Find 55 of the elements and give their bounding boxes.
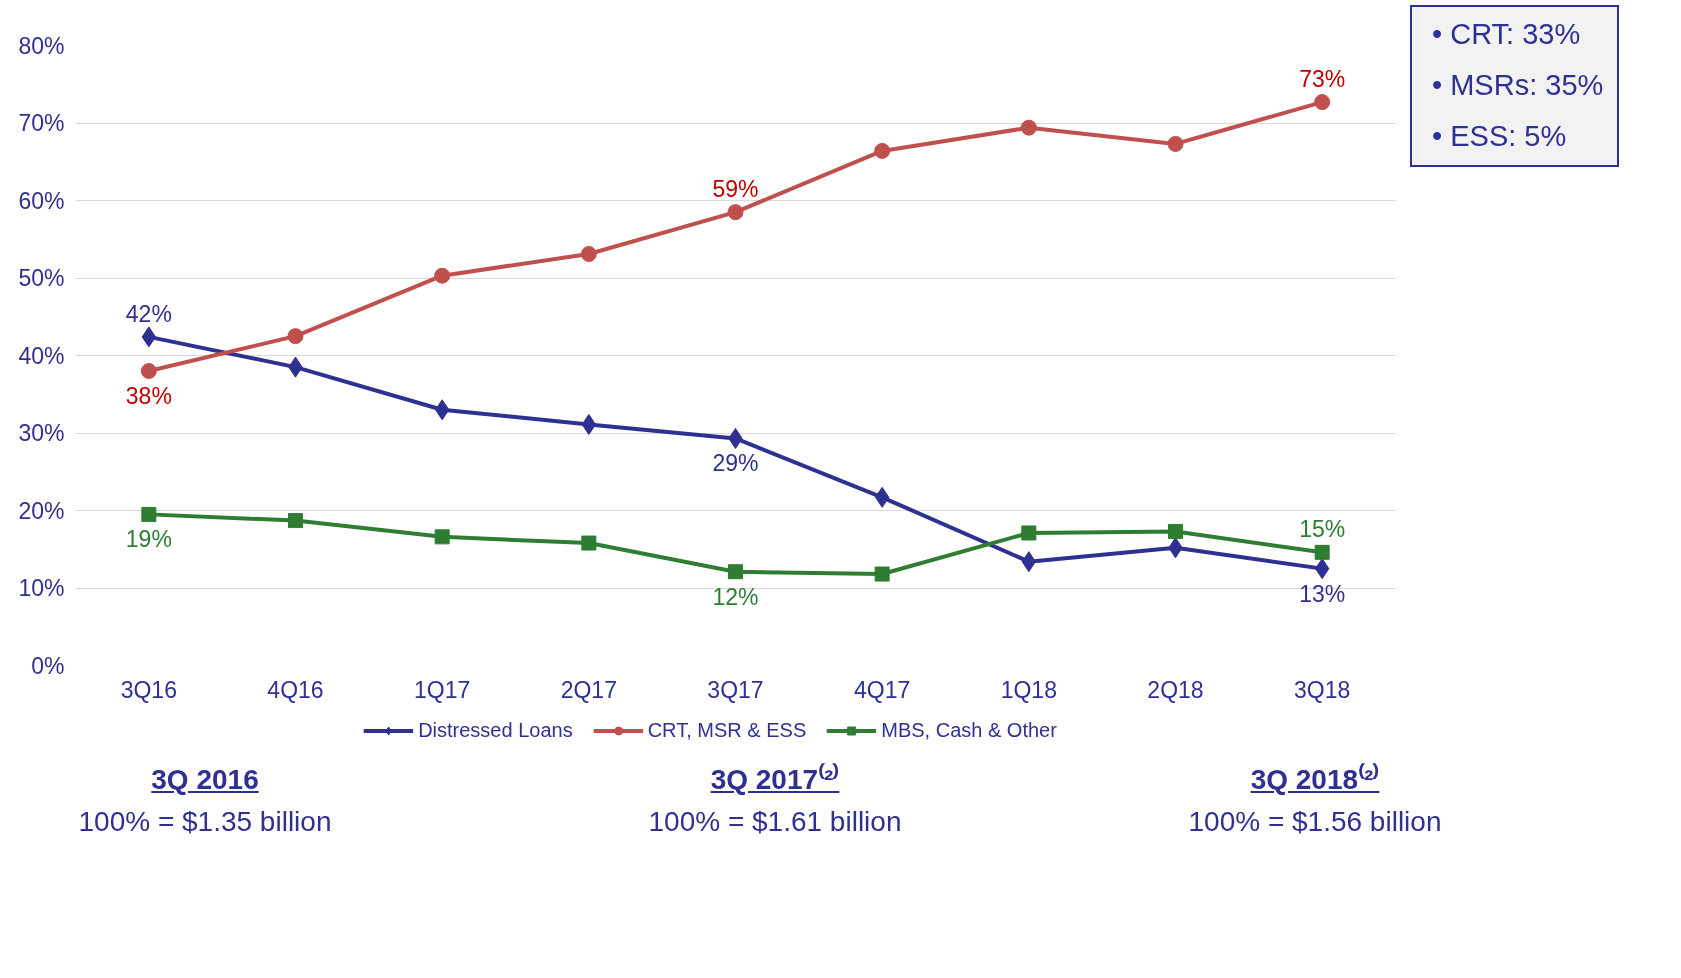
point — [728, 564, 743, 580]
data-label: 73% — [1299, 66, 1346, 93]
legend-label: Distressed Loans — [418, 718, 573, 742]
text: 100% = $1.61 billion — [647, 805, 903, 839]
point — [1167, 135, 1184, 152]
point — [1021, 525, 1037, 541]
point — [727, 204, 744, 221]
y-tick-label: 80% — [18, 32, 65, 59]
x-tick-label: 2Q18 — [1147, 676, 1204, 703]
point — [140, 363, 157, 379]
y-tick-label: 50% — [18, 265, 65, 291]
point — [1020, 119, 1037, 136]
point — [287, 328, 304, 345]
legend-label: CRT, MSR & ESS — [647, 718, 807, 742]
data-label: 59% — [712, 176, 759, 203]
data-label: 19% — [125, 526, 172, 553]
x-tick-label: 1Q17 — [414, 676, 471, 703]
point — [288, 513, 303, 529]
y-tick-label: 0% — [31, 652, 65, 679]
point — [874, 142, 891, 159]
point — [434, 267, 451, 284]
point — [580, 245, 597, 262]
point — [874, 566, 890, 582]
point — [1314, 94, 1331, 111]
text: 100% = $1.56 billion — [1187, 805, 1443, 839]
point — [434, 529, 450, 545]
y-tick-label: 30% — [18, 420, 65, 446]
y-tick-label: 10% — [18, 575, 65, 601]
text: 3Q 2017⁽²⁾ — [709, 762, 841, 797]
point — [141, 506, 157, 522]
y-tick-label: 70% — [18, 110, 65, 136]
x-tick-label: 1Q18 — [1000, 676, 1057, 703]
data-label: 42% — [125, 300, 172, 327]
x-tick-label: 4Q17 — [854, 676, 911, 703]
text: 3Q 2018⁽²⁾ — [1249, 762, 1381, 797]
y-tick-label: 60% — [18, 187, 65, 214]
point — [1314, 544, 1330, 560]
data-label: 15% — [1299, 516, 1346, 543]
data-label: 38% — [125, 383, 172, 409]
x-tick-label: 3Q18 — [1294, 676, 1351, 703]
point — [1168, 523, 1183, 539]
x-tick-label: 3Q17 — [707, 676, 764, 703]
legend-label: MBS, Cash & Other — [881, 718, 1057, 742]
data-label: 13% — [1299, 580, 1346, 607]
data-label: 12% — [712, 583, 759, 610]
y-tick-label: 40% — [18, 342, 65, 369]
data-label: 29% — [712, 450, 759, 477]
text: 3Q 2016 — [150, 763, 260, 797]
point — [581, 535, 597, 551]
text: 100% = $1.35 billion — [77, 805, 333, 839]
x-tick-label: 4Q16 — [267, 676, 324, 703]
x-tick-label: 2Q17 — [560, 676, 617, 703]
y-tick-label: 20% — [18, 497, 65, 524]
x-tick-label: 3Q16 — [120, 676, 177, 703]
text: • CRT: 33% • MSRs: 35% • ESS: 5% — [1410, 5, 1620, 168]
